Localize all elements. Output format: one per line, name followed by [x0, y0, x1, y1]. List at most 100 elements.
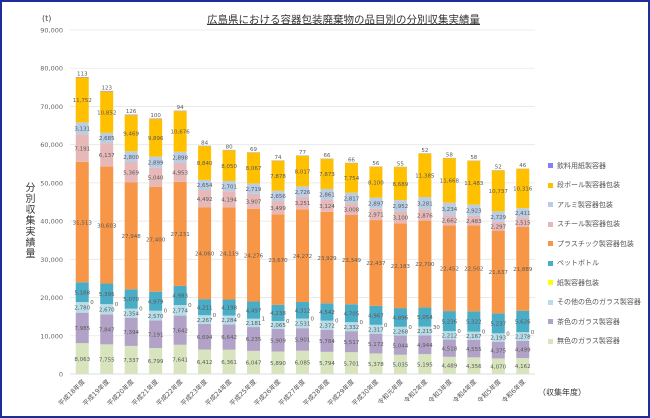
- legend-swatch: [548, 163, 553, 169]
- data-label: 30,603: [97, 223, 117, 229]
- data-label: 5,901: [295, 338, 311, 344]
- bar-segment: [75, 282, 89, 303]
- data-label: 0: [115, 302, 119, 308]
- bar-segment: [124, 151, 138, 162]
- data-label: 6,235: [246, 337, 262, 343]
- data-label: 27,231: [171, 232, 190, 238]
- data-label: 23,929: [317, 256, 337, 262]
- data-label: 23,670: [268, 258, 288, 264]
- bar-segment: [198, 349, 212, 374]
- bar-segment: [271, 328, 285, 352]
- bar-segment: [173, 344, 187, 374]
- data-label: 2,701: [221, 184, 237, 190]
- bar-segment: [296, 318, 309, 329]
- data-label: 0: [139, 307, 143, 313]
- bar-segment: [369, 353, 383, 374]
- data-label: 2,971: [368, 213, 384, 219]
- bar-segment: [491, 333, 505, 342]
- bar-segment: [442, 158, 456, 203]
- bar-segment: [173, 285, 187, 305]
- bar-segment: [320, 199, 334, 212]
- data-label: 0: [506, 331, 510, 337]
- bar-segment: [75, 302, 89, 313]
- bar-segment: [271, 304, 285, 322]
- bar-segment: [369, 305, 383, 325]
- chart-title: 広島県における容器包装廃棄物の品目別の分別収集実績量: [207, 14, 480, 26]
- bar-segment: [369, 208, 383, 221]
- bar-segment: [516, 332, 530, 341]
- bar-segment: [149, 186, 163, 292]
- bar-segment: [320, 158, 334, 189]
- bar-segment: [247, 183, 261, 194]
- data-label: 0: [335, 319, 339, 325]
- data-label: 8,100: [368, 180, 384, 186]
- bar-segment: [173, 304, 187, 316]
- bar-segment: [124, 289, 138, 309]
- bar-segment: [296, 196, 309, 210]
- bar-segment: [247, 318, 261, 328]
- x-tick-label: 平成30年度: [350, 377, 381, 408]
- data-label: 5,237: [490, 322, 506, 328]
- data-label: 3,281: [417, 202, 433, 208]
- bar-segment: [369, 324, 383, 334]
- data-label: 5,035: [393, 363, 409, 369]
- data-label: 0: [286, 319, 290, 325]
- data-label: 31,513: [73, 220, 93, 226]
- data-label: 66: [348, 157, 355, 163]
- data-label: 11,668: [440, 179, 460, 185]
- bar-segment: [467, 215, 481, 226]
- bar-segment: [75, 134, 89, 162]
- bar-segment: [442, 215, 456, 226]
- bar-segment: [344, 322, 358, 332]
- y-tick-label: 20,000: [40, 294, 63, 302]
- legend-item: 紙製容器包装: [548, 273, 641, 293]
- data-label: 9,469: [123, 131, 139, 137]
- data-label: 3,251: [295, 201, 311, 207]
- data-label: 10,676: [171, 130, 191, 136]
- data-label: 4,312: [295, 308, 311, 314]
- x-axis-title: （収集年度）: [538, 388, 586, 397]
- bar-segment: [247, 327, 261, 351]
- bar-segment: [124, 115, 138, 152]
- bar-segment: [418, 209, 432, 221]
- data-label: 0: [384, 323, 388, 329]
- y-tick-label: 10,000: [40, 332, 63, 340]
- bar-segment: [320, 329, 334, 352]
- bar-segment: [442, 225, 456, 312]
- data-label: 5,890: [270, 361, 286, 367]
- data-label: 5,172: [368, 342, 384, 348]
- y-tick-label: 40,000: [40, 218, 63, 226]
- data-label: 23,349: [342, 258, 362, 264]
- bar-segment: [491, 170, 505, 212]
- data-label: 2,654: [197, 183, 213, 189]
- x-tick-label: 令和5年度: [475, 377, 503, 405]
- data-label: 22,700: [415, 262, 435, 268]
- bar-segment: [198, 146, 212, 180]
- data-label: 4,705: [344, 311, 360, 317]
- bar-segment: [173, 111, 187, 152]
- legend-label: 茶色のガラス製容器: [557, 317, 620, 326]
- bar-segment: [442, 202, 456, 216]
- data-label: 3,907: [246, 199, 262, 205]
- data-label: 0: [90, 300, 94, 306]
- bar-segment: [516, 217, 530, 228]
- bar-segment: [418, 335, 432, 355]
- data-label: 7,641: [172, 358, 188, 364]
- bar-segment: [418, 197, 432, 210]
- data-label: 8,017: [295, 169, 311, 175]
- bar-segment: [442, 356, 456, 374]
- bar-segment: [173, 151, 187, 163]
- legend-item: アルミ製容器包装: [548, 195, 641, 215]
- data-label: 8,689: [393, 182, 409, 188]
- data-label: 5,701: [344, 361, 360, 367]
- data-label: 3,499: [270, 206, 286, 212]
- bar-segment: [124, 182, 138, 290]
- bar-segment: [296, 209, 309, 303]
- data-label: 24,060: [195, 251, 215, 257]
- bar-segment: [198, 207, 212, 300]
- data-label: 4,198: [221, 306, 237, 312]
- bar-segment: [149, 348, 163, 374]
- legend-label: アルミ製容器包装: [557, 200, 613, 209]
- bar-segment: [296, 350, 309, 374]
- x-tick-label: 令和6年度: [500, 377, 528, 405]
